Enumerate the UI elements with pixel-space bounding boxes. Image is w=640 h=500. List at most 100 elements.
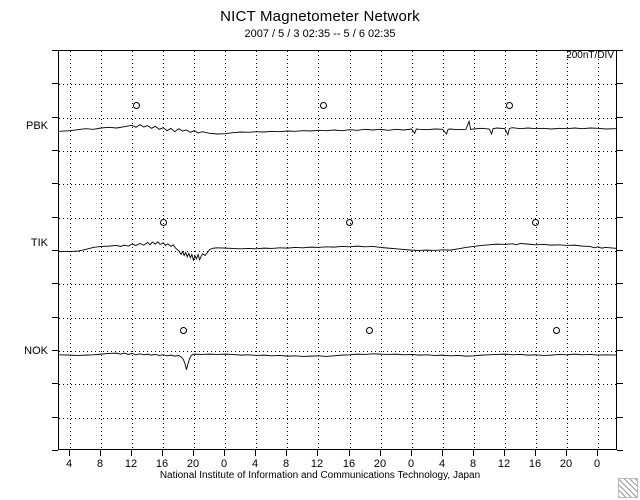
vertical-gridline <box>567 51 568 449</box>
x-axis-label: 0 <box>407 458 415 470</box>
x-axis-label: 12 <box>310 458 324 470</box>
x-axis-tick <box>69 450 70 456</box>
vertical-gridline <box>287 51 288 449</box>
resize-handle-icon <box>618 478 638 498</box>
station-label-nok: NOK <box>24 344 48 357</box>
y-axis-tick <box>52 50 58 51</box>
horizontal-gridline <box>59 184 616 185</box>
x-axis-label: 8 <box>469 458 477 470</box>
x-axis-label: 16 <box>342 458 356 470</box>
horizontal-gridline <box>59 384 616 385</box>
x-axis-label: 4 <box>251 458 259 470</box>
x-axis-tick <box>317 450 318 456</box>
x-axis-label: 8 <box>96 458 104 470</box>
local-noon-marker <box>319 102 327 109</box>
y-axis-tick <box>617 250 623 251</box>
vertical-gridline <box>132 51 133 449</box>
y-axis-tick <box>617 50 623 51</box>
trace-pbk <box>59 119 616 136</box>
y-axis-tick <box>52 250 58 251</box>
x-axis-tick <box>349 450 350 456</box>
y-axis-tick <box>617 283 623 284</box>
y-axis-tick <box>52 83 58 84</box>
x-axis-tick <box>100 450 101 456</box>
horizontal-gridline <box>59 251 616 252</box>
x-axis-label: 12 <box>497 458 511 470</box>
x-axis-tick <box>535 450 536 456</box>
y-axis-tick <box>52 350 58 351</box>
vertical-gridline <box>70 51 71 449</box>
y-axis-tick <box>52 317 58 318</box>
local-noon-marker <box>366 326 374 334</box>
x-axis-tick <box>380 450 381 456</box>
x-axis-tick <box>504 450 505 456</box>
horizontal-gridline <box>59 151 616 152</box>
vertical-gridline <box>474 51 475 449</box>
x-axis-label: 12 <box>124 458 138 470</box>
x-axis-label: 8 <box>282 458 290 470</box>
x-axis-tick <box>224 450 225 456</box>
x-axis-tick <box>473 450 474 456</box>
vertical-gridline <box>225 51 226 449</box>
vertical-gridline <box>505 51 506 449</box>
station-label-tik: TIK <box>30 236 48 249</box>
x-axis-tick <box>411 450 412 456</box>
y-axis-tick <box>52 417 58 418</box>
y-axis-tick <box>617 383 623 384</box>
y-axis-tick <box>52 183 58 184</box>
x-axis-label: 0 <box>220 458 228 470</box>
page-subtitle: 2007 / 5 / 3 02:35 -- 5 / 6 02:35 <box>244 28 396 40</box>
y-axis-tick <box>52 117 58 118</box>
x-axis-label: 16 <box>528 458 542 470</box>
local-noon-marker <box>346 218 353 226</box>
station-label-pbk: PBK <box>25 120 48 132</box>
x-axis-tick <box>162 450 163 456</box>
x-axis-tick <box>131 450 132 456</box>
y-axis-tick <box>617 183 623 184</box>
local-noon-marker <box>133 102 141 109</box>
x-axis-tick <box>193 450 194 456</box>
x-axis-label: 16 <box>155 458 169 470</box>
y-axis-tick <box>52 383 58 384</box>
x-axis-tick <box>597 450 598 456</box>
y-axis-tick <box>52 150 58 151</box>
horizontal-gridline <box>59 118 616 119</box>
horizontal-gridline <box>59 218 616 219</box>
vertical-gridline <box>101 51 102 449</box>
vertical-gridline <box>256 51 257 449</box>
x-axis-label: 20 <box>186 458 200 470</box>
horizontal-gridline <box>59 284 616 285</box>
y-axis-tick <box>617 317 623 318</box>
x-axis-tick <box>442 450 443 456</box>
vertical-gridline <box>318 51 319 449</box>
x-axis-tick <box>286 450 287 456</box>
y-axis-tick <box>52 450 58 451</box>
local-noon-marker <box>552 326 560 334</box>
horizontal-gridline <box>59 84 616 85</box>
trace-tik <box>59 241 616 262</box>
vertical-gridline <box>194 51 195 449</box>
vertical-gridline <box>350 51 351 449</box>
y-axis-tick <box>617 217 623 218</box>
horizontal-gridline <box>59 418 616 419</box>
x-axis-tick <box>255 450 256 456</box>
y-axis-tick <box>617 450 623 451</box>
y-axis-tick <box>617 117 623 118</box>
horizontal-gridline <box>59 318 616 319</box>
y-axis-tick <box>617 83 623 84</box>
scale-annotation: 200nT/DIV <box>566 50 614 61</box>
local-noon-marker <box>505 102 513 109</box>
vertical-gridline <box>163 51 164 449</box>
x-axis-label: 20 <box>373 458 387 470</box>
x-axis-tick <box>566 450 567 456</box>
vertical-gridline <box>536 51 537 449</box>
local-noon-marker <box>532 218 540 226</box>
vertical-gridline <box>381 51 382 449</box>
vertical-gridline <box>598 51 599 449</box>
footer-credit: National Institute of Information and Co… <box>159 470 481 481</box>
x-axis-label: 20 <box>559 458 573 470</box>
local-noon-marker <box>179 326 187 334</box>
y-axis-tick <box>617 150 623 151</box>
local-noon-marker <box>159 218 167 226</box>
